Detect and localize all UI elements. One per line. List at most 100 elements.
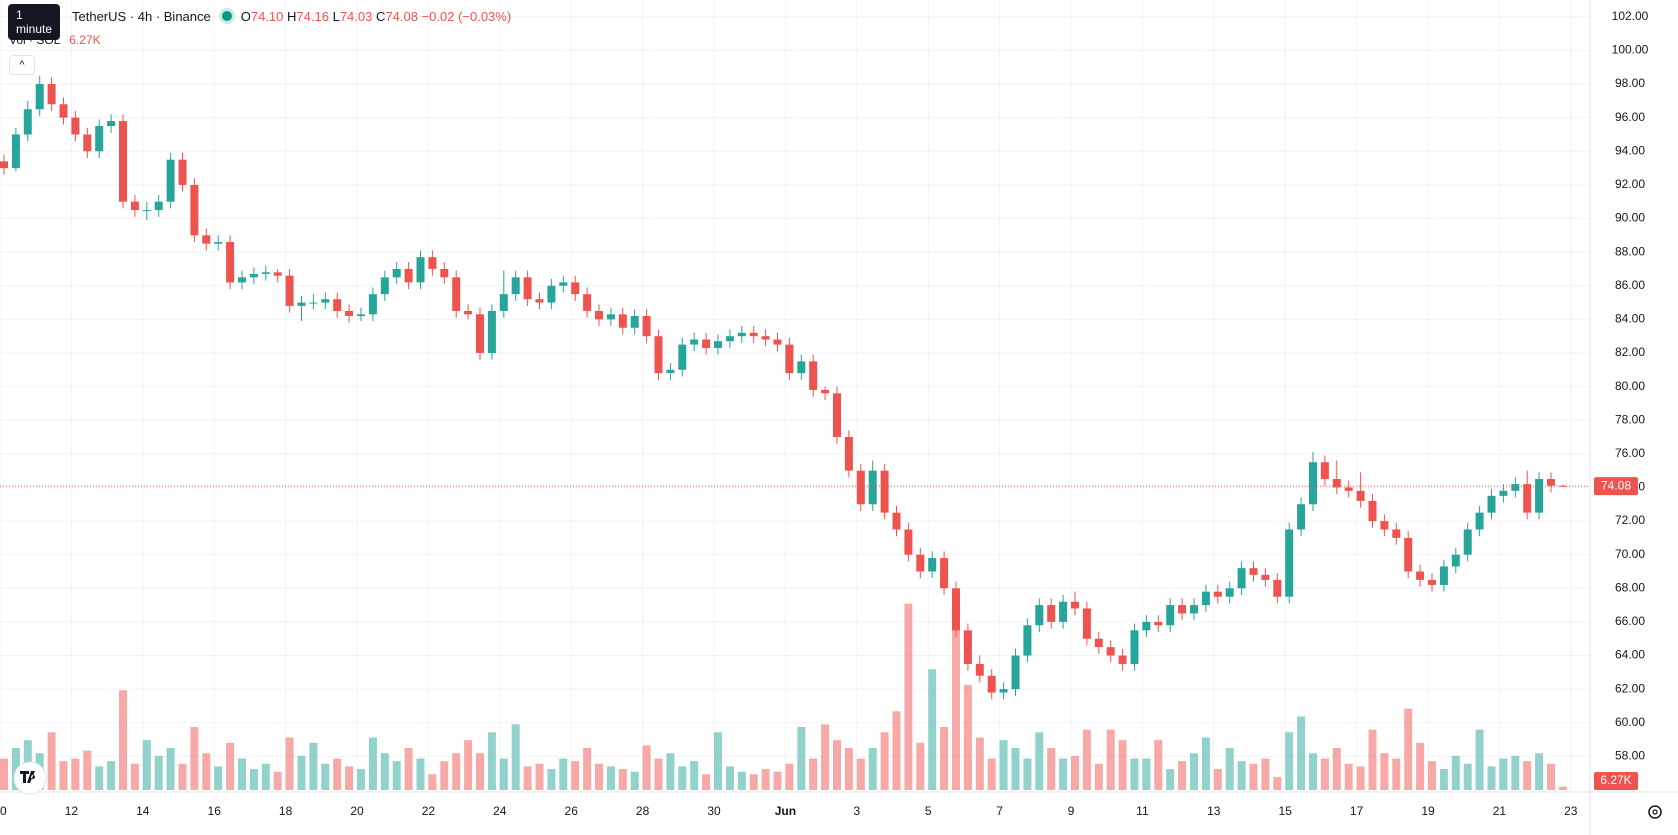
volume-bar xyxy=(214,766,223,790)
candle-body xyxy=(1523,484,1532,513)
candle-body xyxy=(809,361,818,390)
volume-bar xyxy=(1273,776,1282,790)
x-tick-label: Jun xyxy=(775,804,796,818)
candle-body xyxy=(1249,568,1258,575)
candle-body xyxy=(1047,605,1056,622)
candle-body xyxy=(71,117,80,135)
volume-bar xyxy=(749,774,758,790)
volume-bar xyxy=(642,745,651,790)
candle-body xyxy=(154,201,163,211)
volume-bar xyxy=(1178,761,1187,790)
candle-body xyxy=(476,314,484,353)
volume-tag-label: 6.27K xyxy=(1600,773,1631,787)
y-tick-label: 80.00 xyxy=(1615,379,1645,393)
y-tick-label: 76.00 xyxy=(1615,446,1645,460)
candle-body xyxy=(547,285,556,303)
volume-bar xyxy=(1535,753,1544,790)
x-tick-label: 30 xyxy=(707,804,721,818)
volume-bar xyxy=(1154,740,1163,790)
candle-body xyxy=(1535,479,1544,513)
candle-body xyxy=(238,277,246,283)
volume-bar xyxy=(119,690,127,790)
volume-bar xyxy=(1547,763,1555,790)
volume-bar xyxy=(1237,761,1246,790)
candle-body xyxy=(1511,484,1520,491)
volume-bar xyxy=(0,758,8,790)
volume-bar xyxy=(1023,758,1032,790)
volume-bar xyxy=(1190,753,1198,790)
x-tick-label: 24 xyxy=(493,804,507,818)
y-tick-label: 62.00 xyxy=(1615,681,1645,695)
candle-body xyxy=(1130,630,1139,664)
volume-tag xyxy=(1594,772,1638,790)
volume-bar xyxy=(654,758,663,790)
volume-bar xyxy=(440,761,449,790)
candle-body xyxy=(416,257,425,283)
candle-body xyxy=(357,314,365,316)
volume-bar xyxy=(202,753,211,790)
candle-body xyxy=(999,689,1008,693)
y-tick-label: 66.00 xyxy=(1615,614,1645,628)
volume-bar xyxy=(1511,755,1520,790)
volume-bar xyxy=(797,727,806,790)
volume-bar xyxy=(261,763,270,790)
candle-body xyxy=(940,558,949,589)
candle-body xyxy=(856,470,865,505)
volume-bar xyxy=(107,761,116,790)
candle-body xyxy=(928,558,937,572)
candle-body xyxy=(178,159,187,185)
candle-body xyxy=(1428,579,1436,585)
candle-body xyxy=(868,470,877,505)
ohlc-value: 74.03 xyxy=(339,9,373,24)
volume-bar xyxy=(595,763,603,790)
x-tick-label: 9 xyxy=(1068,804,1075,818)
volume-bar xyxy=(71,758,80,790)
y-tick-label: 68.00 xyxy=(1615,580,1645,594)
candle-body xyxy=(440,268,449,278)
candle-body xyxy=(404,268,413,283)
candle-body xyxy=(47,84,56,105)
candle-body xyxy=(1071,601,1079,609)
volume-bar xyxy=(273,771,282,790)
x-tick-label: 13 xyxy=(1207,804,1221,818)
x-tick-label: 19 xyxy=(1421,804,1435,818)
y-tick-label: 72.00 xyxy=(1615,513,1645,527)
candle-body xyxy=(487,310,496,353)
y-tick-label: 90.00 xyxy=(1615,211,1645,225)
x-tick-label: 5 xyxy=(925,804,932,818)
last-price-label: 74.08 xyxy=(1601,478,1631,492)
collapse-button[interactable]: ^ xyxy=(9,55,35,75)
volume-bar xyxy=(1332,748,1341,790)
volume-bar xyxy=(1344,763,1353,790)
volume-bar xyxy=(464,740,473,790)
candle-body xyxy=(595,310,603,320)
candle-body xyxy=(1558,485,1567,487)
x-tick-label: 14 xyxy=(136,804,150,818)
volume-bar xyxy=(1285,732,1294,790)
candle-body xyxy=(1035,605,1044,626)
volume-bar xyxy=(773,771,782,790)
volume-bar xyxy=(1451,755,1460,790)
volume-bar xyxy=(1059,758,1068,790)
volume-bar xyxy=(380,753,389,790)
candle-body xyxy=(142,210,151,212)
y-tick-label: 60.00 xyxy=(1615,715,1645,729)
candle-body xyxy=(202,235,211,244)
candle-body xyxy=(880,470,889,513)
candle-body xyxy=(1332,479,1341,488)
volume-bar xyxy=(1261,758,1270,790)
candle-body xyxy=(904,529,913,555)
candle-body xyxy=(523,277,532,300)
candle-body xyxy=(1380,521,1389,530)
volume-bar xyxy=(416,758,425,790)
y-tick-label: 92.00 xyxy=(1615,177,1645,191)
volume-bar xyxy=(940,727,949,790)
y-tick-label: 58.00 xyxy=(1615,749,1645,763)
volume-bar xyxy=(285,737,294,790)
volume-bar xyxy=(1118,740,1127,790)
candle-body xyxy=(511,277,520,295)
volume-bar xyxy=(345,766,354,790)
candle-body xyxy=(1190,605,1198,614)
volume-bar xyxy=(428,774,437,790)
